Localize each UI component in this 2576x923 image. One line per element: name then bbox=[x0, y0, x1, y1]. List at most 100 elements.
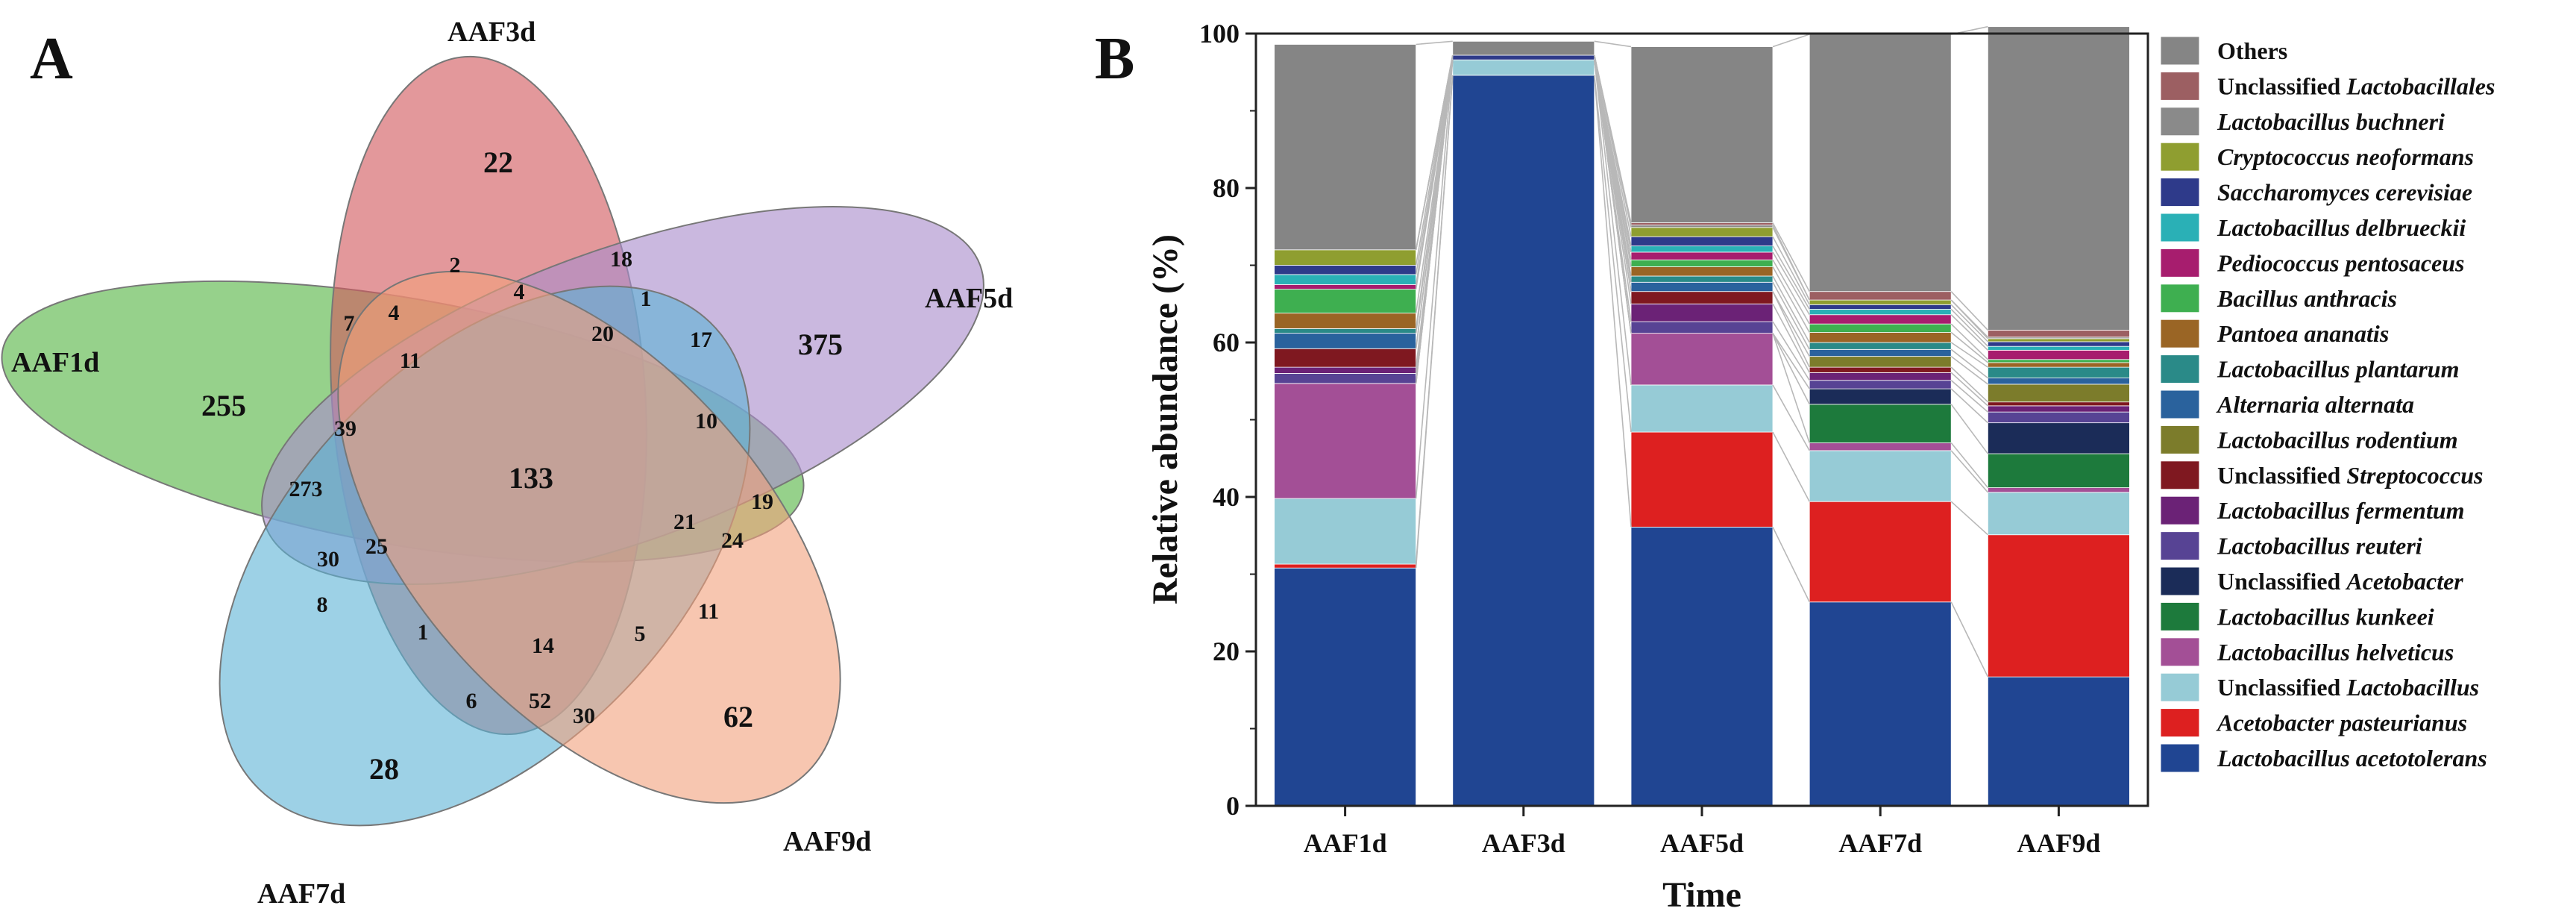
connector-1-1 bbox=[1594, 75, 1632, 433]
legend-item: Pantoea ananatis bbox=[2160, 319, 2389, 348]
legend-item: Pediococcus pentosaceus bbox=[2160, 248, 2465, 278]
bar-seg-aaf7d-11 bbox=[1809, 342, 1952, 350]
bar-seg-aaf5d-10 bbox=[1630, 281, 1774, 292]
connector-0-2 bbox=[1415, 60, 1454, 499]
venn-count-r-10: 10 bbox=[695, 409, 717, 434]
connector-2-20 bbox=[1772, 34, 1810, 48]
bar-seg-aaf5d-17 bbox=[1630, 227, 1774, 237]
venn-count-r-20: 20 bbox=[591, 322, 614, 346]
connector-3-10 bbox=[1950, 348, 1988, 379]
connector-3-16 bbox=[1950, 304, 1988, 342]
legend-label: Others bbox=[2217, 37, 2287, 64]
bar-seg-aaf1d-2 bbox=[1274, 498, 1416, 565]
bar-seg-aaf1d-0 bbox=[1274, 567, 1416, 807]
connector-3-3 bbox=[1950, 442, 1989, 489]
legend-item: Lactobacillus acetotolerans bbox=[2160, 743, 2487, 773]
legend: Others Unclassified Lactobacillales Lactob… bbox=[2160, 36, 2495, 773]
legend-item: Unclassified Streptococcus bbox=[2160, 460, 2483, 490]
bar-seg-aaf9d-16 bbox=[1987, 341, 2130, 347]
set-label-aaf7d: AAF7d bbox=[257, 878, 345, 910]
bar-seg-aaf7d-5 bbox=[1809, 388, 1952, 405]
x-tick-label-aaf7d: AAF7d bbox=[1838, 828, 1922, 858]
set-label-aaf3d: AAF3d bbox=[447, 16, 535, 48]
legend-label: Unclassified Lactobacillus bbox=[2217, 674, 2479, 701]
connector-2-8 bbox=[1772, 291, 1810, 368]
connector-3-8 bbox=[1950, 366, 1988, 403]
legend-label: Lactobacillus acetotolerans bbox=[2217, 745, 2487, 772]
legend-swatch bbox=[2160, 71, 2200, 101]
legend-label: Lactobacillus plantarum bbox=[2217, 356, 2459, 383]
venn-count-r-18: 18 bbox=[610, 247, 632, 272]
connector-2-5 bbox=[1772, 333, 1810, 389]
bar-seg-aaf5d-6 bbox=[1630, 321, 1774, 334]
bar-seg-aaf1d-10 bbox=[1274, 333, 1416, 349]
legend-item: Alternaria alternata bbox=[2160, 389, 2414, 419]
bar-seg-aaf7d-17 bbox=[1809, 299, 1952, 305]
legend-item: Unclassified Lactobacillus bbox=[2160, 672, 2479, 702]
bar-seg-aaf7d-12 bbox=[1809, 332, 1952, 343]
y-axis-title: Relative abundance (%) bbox=[1146, 234, 1185, 604]
venn-count-r-5: 5 bbox=[635, 622, 646, 646]
legend-swatch bbox=[2160, 248, 2200, 278]
venn-set-labels: AAF1d AAF3d AAF5d AAF7d AAF9d bbox=[11, 16, 1013, 910]
connector-3-18 bbox=[1950, 299, 1988, 338]
bar-seg-aaf7d-1 bbox=[1809, 501, 1952, 603]
venn-count-r-14: 14 bbox=[532, 633, 554, 658]
legend-item: Bacillus anthracis bbox=[2160, 284, 2397, 313]
bar-seg-aaf3d-20 bbox=[1452, 40, 1595, 56]
bar-seg-aaf5d-19 bbox=[1630, 222, 1774, 226]
bar-seg-aaf7d-14 bbox=[1809, 314, 1952, 325]
legend-label: Lactobacillus helveticus bbox=[2217, 639, 2454, 666]
connector-3-19 bbox=[1950, 291, 1988, 331]
bar-seg-aaf9d-15 bbox=[1987, 345, 2130, 351]
legend-swatch bbox=[2160, 743, 2200, 773]
bar-seg-aaf1d-14 bbox=[1274, 284, 1416, 290]
legend-label: Pantoea ananatis bbox=[2217, 320, 2389, 347]
bar-seg-aaf7d-0 bbox=[1809, 601, 1952, 807]
legend-label: Pediococcus pentosaceus bbox=[2217, 249, 2465, 276]
connector-3-5 bbox=[1950, 388, 1988, 424]
legend-swatch bbox=[2160, 531, 2200, 561]
y-tick-label: 60 bbox=[1213, 328, 1240, 357]
bar-seg-aaf1d-11 bbox=[1274, 328, 1416, 334]
legend-swatch bbox=[2160, 178, 2200, 207]
bar-seg-aaf7d-13 bbox=[1809, 323, 1952, 333]
legend-item: Cryptococcus neoformans bbox=[2160, 142, 2474, 172]
x-tick-label-aaf9d: AAF9d bbox=[2017, 828, 2100, 858]
bar-seg-aaf3d-2 bbox=[1452, 59, 1595, 76]
connector-2-3 bbox=[1772, 333, 1810, 443]
legend-swatch bbox=[2160, 637, 2200, 667]
venn-count-aaf5d-only: 375 bbox=[798, 328, 843, 361]
bar-seg-aaf9d-19 bbox=[1987, 330, 2130, 338]
connector-1-19 bbox=[1594, 54, 1632, 223]
bar-seg-aaf9d-4 bbox=[1987, 453, 2130, 488]
venn-count-aaf9d-only: 62 bbox=[723, 700, 753, 733]
legend-swatch bbox=[2160, 566, 2200, 596]
x-axis-title: Time bbox=[1662, 875, 1741, 915]
venn-count-r-52: 52 bbox=[529, 689, 551, 713]
ellipse-aaf9d bbox=[337, 270, 841, 804]
bar-seg-aaf9d-2 bbox=[1987, 492, 2130, 536]
y-tick-label: 100 bbox=[1199, 19, 1240, 49]
bar-seg-aaf1d-7 bbox=[1274, 366, 1416, 374]
connector-2-11 bbox=[1772, 275, 1810, 343]
venn-count-r-30a: 30 bbox=[317, 547, 339, 572]
bar-seg-aaf5d-14 bbox=[1630, 251, 1774, 260]
venn-count-r-25: 25 bbox=[365, 534, 388, 559]
legend-swatch bbox=[2160, 708, 2200, 738]
legend-item: Lactobacillus delbrueckii bbox=[2160, 213, 2466, 243]
connector-2-0 bbox=[1772, 527, 1810, 603]
bar-seg-aaf7d-20 bbox=[1809, 34, 1952, 292]
legend-swatch bbox=[2160, 319, 2200, 348]
bar-seg-aaf5d-0 bbox=[1630, 526, 1774, 807]
bar-seg-aaf1d-16 bbox=[1274, 265, 1416, 275]
connector-0-20 bbox=[1416, 40, 1453, 46]
legend-swatch bbox=[2160, 601, 2200, 631]
legend-label: Cryptococcus neoformans bbox=[2217, 143, 2474, 170]
y-axis: 0 20 40 60 80 100 bbox=[1199, 19, 1256, 821]
venn-count-r-30b: 30 bbox=[573, 704, 595, 728]
bar-seg-aaf9d-7 bbox=[1987, 405, 2130, 413]
connector-2-6 bbox=[1772, 321, 1810, 381]
bars bbox=[1274, 26, 2130, 807]
